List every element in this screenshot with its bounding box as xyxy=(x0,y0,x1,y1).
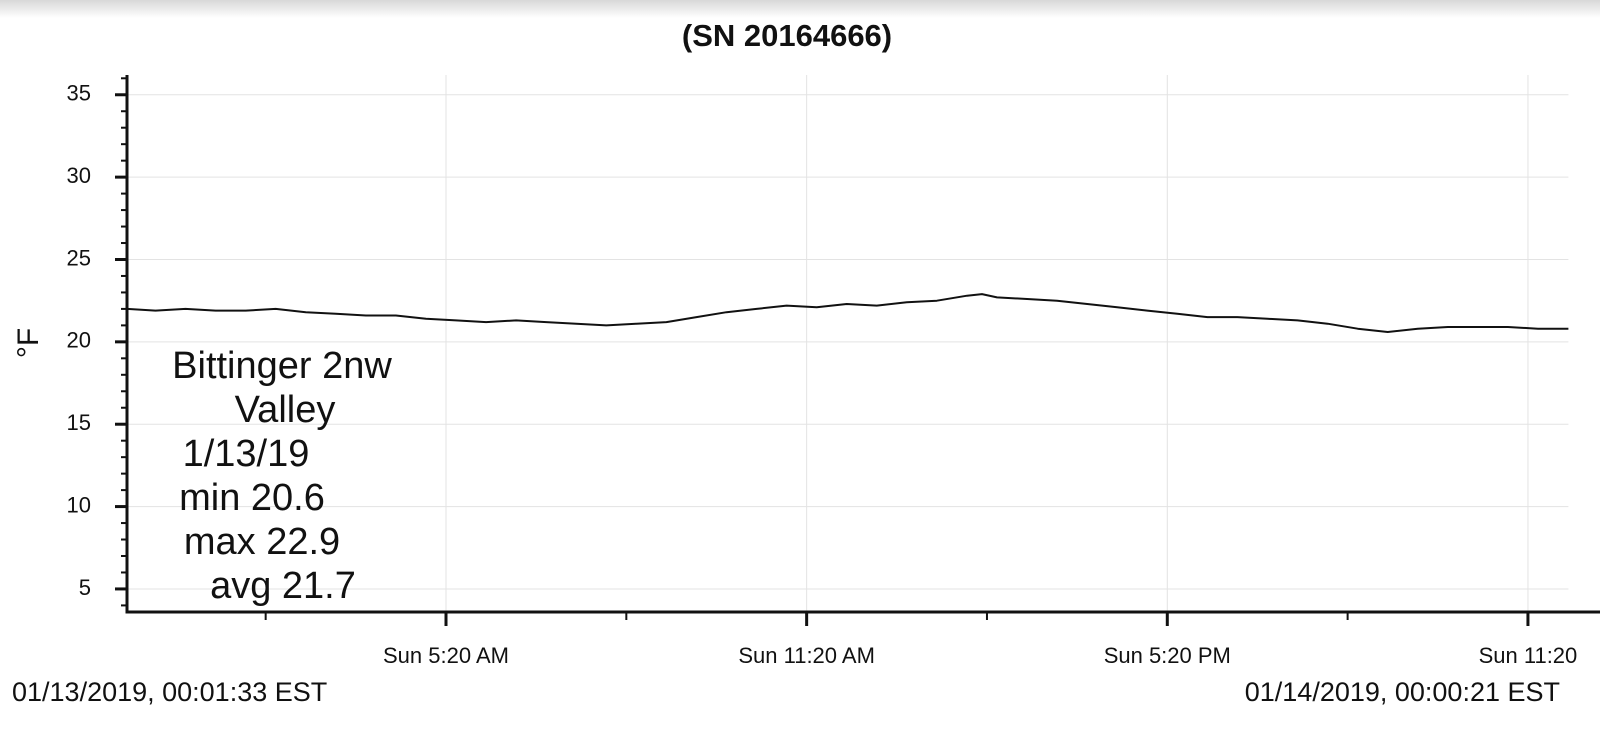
chart-title: (SN 20164666) xyxy=(682,18,892,53)
annotation-line: Bittinger 2nw xyxy=(172,345,392,387)
y-tick-label: 25 xyxy=(67,245,91,270)
x-tick-label: Sun 11:20 xyxy=(1479,643,1578,668)
top-shadow xyxy=(0,0,1600,18)
x-tick-label: Sun 11:20 AM xyxy=(738,643,875,668)
y-tick-label: 10 xyxy=(67,492,91,517)
data-line xyxy=(126,293,1569,333)
end-time: 01/14/2019, 00:00:21 EST xyxy=(1245,677,1560,707)
y-tick-label: 30 xyxy=(67,163,91,188)
x-tick-label: Sun 5:20 AM xyxy=(383,643,509,668)
y-tick-label: 15 xyxy=(67,410,91,435)
annotation-line: avg 21.7 xyxy=(210,565,356,607)
x-tick-label: Sun 5:20 PM xyxy=(1104,643,1231,668)
annotation-line: min 20.6 xyxy=(179,477,325,519)
annotation-line: Valley xyxy=(235,389,336,431)
annotation-line: max 22.9 xyxy=(184,521,340,563)
y-tick-label: 5 xyxy=(79,575,91,600)
y-tick-label: 35 xyxy=(67,81,91,106)
y-tick-label: 20 xyxy=(67,328,91,353)
y-axis-label: °F xyxy=(12,328,45,358)
start-time: 01/13/2019, 00:01:33 EST xyxy=(12,677,327,707)
annotation-line: 1/13/19 xyxy=(183,433,310,475)
